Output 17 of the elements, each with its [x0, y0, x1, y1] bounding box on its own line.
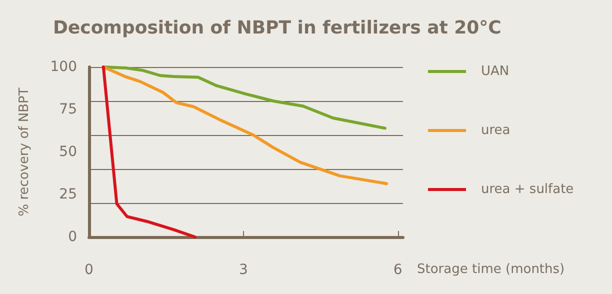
line-series — [102, 66, 388, 186]
chart-title: Decomposition of NBPT in fertilizers at 20°C — [53, 18, 502, 38]
legend-label: urea — [481, 123, 510, 138]
y-tick-label: 50 — [59, 144, 77, 160]
line-series — [102, 66, 386, 130]
y-axis-title: % recovery of NBPT — [17, 88, 32, 216]
x-tick-label: 0 — [84, 262, 94, 278]
y-tick-label: 75 — [59, 102, 77, 118]
line-series — [102, 66, 197, 238]
x-tick-label: 3 — [238, 262, 248, 278]
y-tick-label: 25 — [59, 186, 77, 202]
y-tick-label: 100 — [50, 59, 77, 75]
x-axis-title: Storage time (months) — [417, 262, 565, 277]
legend-label: UAN — [481, 64, 510, 79]
legend-label: urea + sulfate — [481, 182, 574, 197]
y-tick-label: 0 — [68, 229, 77, 245]
x-tick-label: 6 — [393, 262, 402, 278]
